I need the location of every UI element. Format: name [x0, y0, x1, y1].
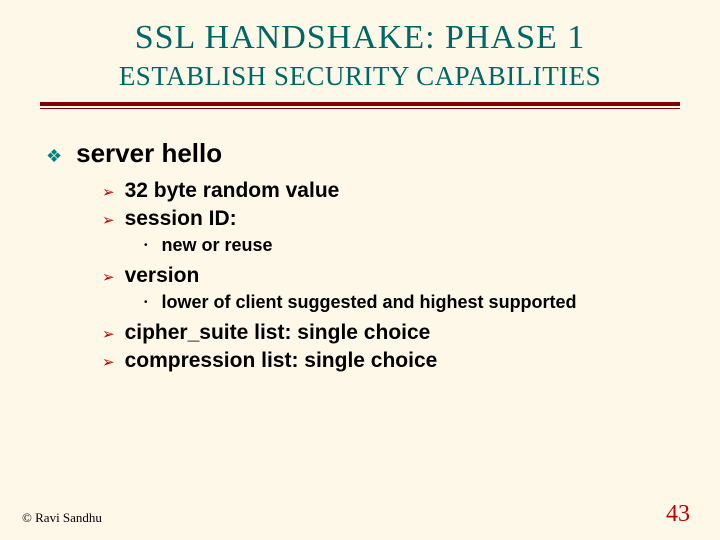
list-item-label: 32 byte random value: [125, 179, 340, 203]
sublist: ➢ 32 byte random value ➢ session ID: • n…: [102, 179, 680, 373]
list-item: • new or reuse: [144, 235, 680, 256]
slide: SSL HANDSHAKE: PHASE 1 ESTABLISH SECURIT…: [0, 0, 720, 540]
content-area: ❖ server hello ➢ 32 byte random value ➢ …: [40, 138, 680, 373]
arrow-bullet-icon: ➢: [102, 183, 115, 201]
slide-title: SSL HANDSHAKE: PHASE 1: [40, 18, 680, 57]
sub-sublist: • lower of client suggested and highest …: [144, 292, 680, 313]
list-item: ➢ session ID:: [102, 207, 680, 231]
page-number: 43: [666, 501, 690, 528]
list-item-label: new or reuse: [162, 235, 273, 256]
list-item-label: session ID:: [125, 207, 237, 231]
arrow-bullet-icon: ➢: [102, 211, 115, 229]
list-item: ➢ 32 byte random value: [102, 179, 680, 203]
arrow-bullet-icon: ➢: [102, 268, 115, 286]
copyright-footer: © Ravi Sandhu: [22, 510, 102, 526]
dot-bullet-icon: •: [144, 240, 148, 251]
list-item: ➢ version: [102, 264, 680, 288]
list-item: • lower of client suggested and highest …: [144, 292, 680, 313]
sub-sublist: • new or reuse: [144, 235, 680, 256]
list-item-label: cipher_suite list: single choice: [125, 321, 431, 345]
diamond-bullet-icon: ❖: [46, 146, 62, 167]
list-item: ➢ compression list: single choice: [102, 349, 680, 373]
arrow-bullet-icon: ➢: [102, 353, 115, 371]
list-item: ❖ server hello: [46, 138, 680, 169]
list-item-label: server hello: [76, 138, 222, 169]
list-item-label: version: [125, 264, 200, 288]
slide-subtitle: ESTABLISH SECURITY CAPABILITIES: [40, 59, 680, 94]
arrow-bullet-icon: ➢: [102, 325, 115, 343]
list-item: ➢ cipher_suite list: single choice: [102, 321, 680, 345]
title-divider: [40, 102, 680, 110]
dot-bullet-icon: •: [144, 297, 148, 308]
title-block: SSL HANDSHAKE: PHASE 1 ESTABLISH SECURIT…: [40, 18, 680, 94]
list-item-label: lower of client suggested and highest su…: [162, 292, 577, 313]
list-item-label: compression list: single choice: [125, 349, 438, 373]
